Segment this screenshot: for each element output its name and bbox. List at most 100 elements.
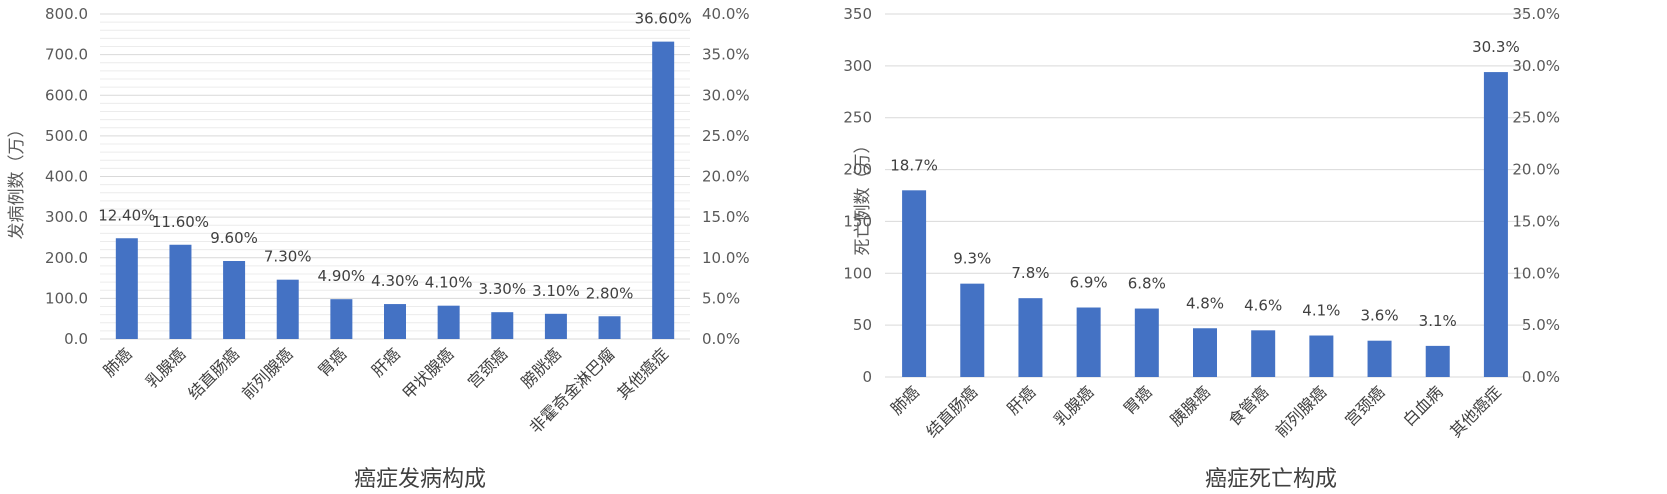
bar [598,316,621,339]
y-tick-label: 100 [843,264,872,282]
bar [1076,307,1101,377]
category-label: 肝癌 [1003,382,1039,418]
category-label: 结直肠癌 [184,344,243,403]
y-tick-label: 200 [843,161,872,179]
category-label: 胃癌 [314,344,350,380]
category-label: 肺癌 [887,382,923,418]
y-tick-label: 0.0 [64,330,88,348]
category-label: 甲状腺癌 [399,344,458,403]
data-label: 7.30% [264,248,312,266]
category-label: 其他癌症 [1446,382,1505,441]
bar [1134,308,1159,377]
y-tick-label: 600.0 [45,86,88,104]
bar [223,261,246,339]
incidence-chart: 癌症发病构成 发病例数（万） 0.0 100.0 200.0 300.0 400.0 50… [7,5,750,492]
mortality-chart: 癌症死亡构成 死亡例数（万） 0 50 100 150 200 250 300 350 0.0%… [843,5,1560,492]
bar [276,279,299,339]
y2-tick-label: 35.0% [702,46,750,64]
bar [384,304,406,339]
bar [169,244,192,339]
data-label: 4.10% [425,274,473,292]
data-label: 30.3% [1472,38,1520,56]
category-label: 肝癌 [368,344,404,380]
y-tick-label: 300.0 [45,208,88,226]
y2-tick-label: 0.0% [702,330,740,348]
category-label: 结直肠癌 [922,382,981,441]
category-label: 宫颈癌 [464,344,511,391]
y2-tick-label: 20.0% [702,168,750,186]
y-tick-label: 350 [843,5,872,23]
bar [1018,298,1043,377]
data-label: 7.8% [1011,264,1049,282]
y2-tick-label: 10.0% [1512,264,1560,282]
category-label: 胃癌 [1120,382,1156,418]
bar [652,41,675,339]
category-label: 前列腺癌 [238,344,297,403]
data-label: 12.40% [98,206,155,224]
y-tick-label: 0 [862,368,872,386]
category-label: 白血病 [1399,382,1446,429]
y2-tick-label: 15.0% [1512,212,1560,230]
data-label: 6.9% [1070,274,1108,292]
category-label: 前列腺癌 [1271,382,1330,441]
y2-tick-label: 10.0% [702,249,750,267]
category-label: 其他癌症 [613,344,672,403]
data-label: 4.1% [1302,302,1340,320]
y2-tick-label: 30.0% [1512,57,1560,75]
bar [544,313,567,339]
bar [1193,328,1217,377]
y-axis-title-mortality: 死亡例数（万） [853,137,873,256]
data-label: 3.30% [478,280,526,298]
category-label: 肺癌 [100,344,136,380]
y2-tick-label: 5.0% [1522,316,1560,334]
bar [1483,72,1508,377]
category-label: 胰腺癌 [1166,382,1213,429]
category-label: 膀胱癌 [517,344,564,391]
y-tick-label: 50 [853,316,872,334]
y-tick-label: 250 [843,109,872,127]
bar [1309,335,1334,377]
data-label: 9.3% [953,250,991,268]
bar [1425,345,1450,377]
y2-tick-label: 35.0% [1512,5,1560,23]
data-label: 18.7% [890,156,938,174]
y-tick-label: 200.0 [45,249,88,267]
y-tick-label: 400.0 [45,168,88,186]
y2-tick-label: 25.0% [1512,109,1560,127]
y-axis-title-incidence: 发病例数（万） [7,121,27,240]
bar [330,299,353,339]
category-label: 乳腺癌 [142,344,189,391]
bar [115,238,138,339]
y2-tick-label: 20.0% [1512,161,1560,179]
data-label: 36.60% [635,10,692,28]
bar [437,305,460,339]
y-tick-label: 700.0 [45,46,88,64]
data-label: 3.6% [1360,307,1398,325]
bar [491,312,514,339]
bar [1367,340,1392,377]
bar [960,283,985,377]
data-label: 3.10% [532,282,580,300]
data-label: 4.90% [318,267,366,285]
category-label: 宫颈癌 [1341,382,1388,429]
y2-tick-label: 25.0% [702,127,750,145]
y-tick-label: 100.0 [45,289,88,307]
y2-tick-label: 15.0% [702,208,750,226]
data-label: 4.30% [371,272,419,290]
category-label: 乳腺癌 [1050,382,1097,429]
y2-tick-label: 40.0% [702,5,750,23]
y2-tick-label: 30.0% [702,86,750,104]
y-tick-label: 500.0 [45,127,88,145]
y2-tick-label: 0.0% [1522,368,1560,386]
category-label: 食管癌 [1225,382,1272,429]
data-label: 4.6% [1244,296,1282,314]
chart-title-mortality: 癌症死亡构成 [1205,467,1337,492]
data-label: 4.8% [1186,294,1224,312]
data-label: 2.80% [586,284,634,302]
bar [1251,330,1276,377]
y-tick-label: 150 [843,212,872,230]
data-label: 9.60% [210,229,258,247]
y-tick-label: 800.0 [45,5,88,23]
bar [902,190,927,377]
